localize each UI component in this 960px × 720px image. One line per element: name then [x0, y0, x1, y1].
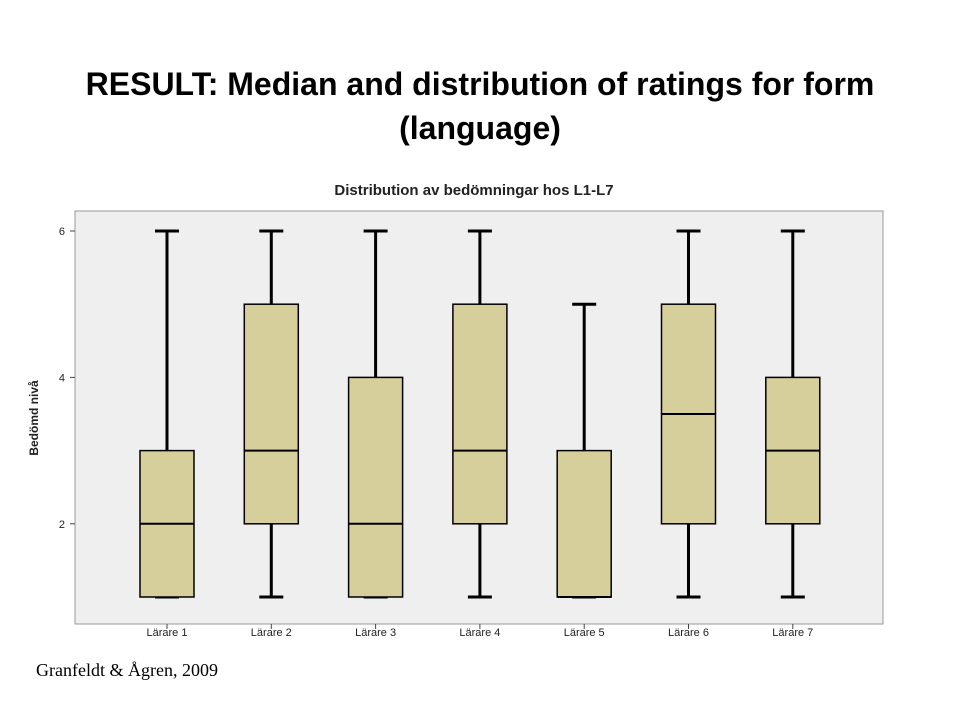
- box-iqr: [556, 449, 612, 598]
- box-iqr: [243, 303, 300, 525]
- box-6: [660, 229, 717, 599]
- x-tick-label: Lärare 3: [355, 627, 396, 639]
- boxes-group: [139, 229, 821, 599]
- box-3: [347, 229, 404, 599]
- y-axis-label: Bedömd nivå: [27, 380, 41, 456]
- box-7: [765, 229, 821, 599]
- x-tick-label: Lärare 2: [251, 627, 292, 639]
- box-1: [139, 229, 195, 599]
- x-axis: Lärare 1 Lärare 2 Lärare 3 Lärare 4 Lärare 5…: [147, 624, 813, 639]
- x-tick-label: Lärare 4: [459, 627, 500, 639]
- box-5: [556, 302, 612, 599]
- y-tick-label: 6: [59, 226, 65, 238]
- chart-title: Distribution av bedömningar hos L1-L7: [334, 182, 613, 199]
- x-tick-label: Lärare 5: [564, 627, 605, 639]
- box-4: [452, 229, 508, 599]
- box-2: [243, 229, 300, 599]
- slide-title: RESULT: Median and distribution of ratin…: [85, 66, 875, 146]
- y-tick-label: 2: [59, 519, 65, 531]
- y-axis: 2 4 6: [59, 226, 75, 531]
- x-tick-label: Lärare 1: [147, 627, 188, 639]
- citation: Granfeldt & Ågren, 2009: [36, 660, 218, 680]
- box-iqr: [347, 376, 404, 598]
- x-tick-label: Lärare 6: [668, 627, 709, 639]
- box-iqr: [452, 303, 508, 525]
- y-tick-label: 4: [59, 372, 65, 384]
- x-tick-label: Lärare 7: [772, 627, 813, 639]
